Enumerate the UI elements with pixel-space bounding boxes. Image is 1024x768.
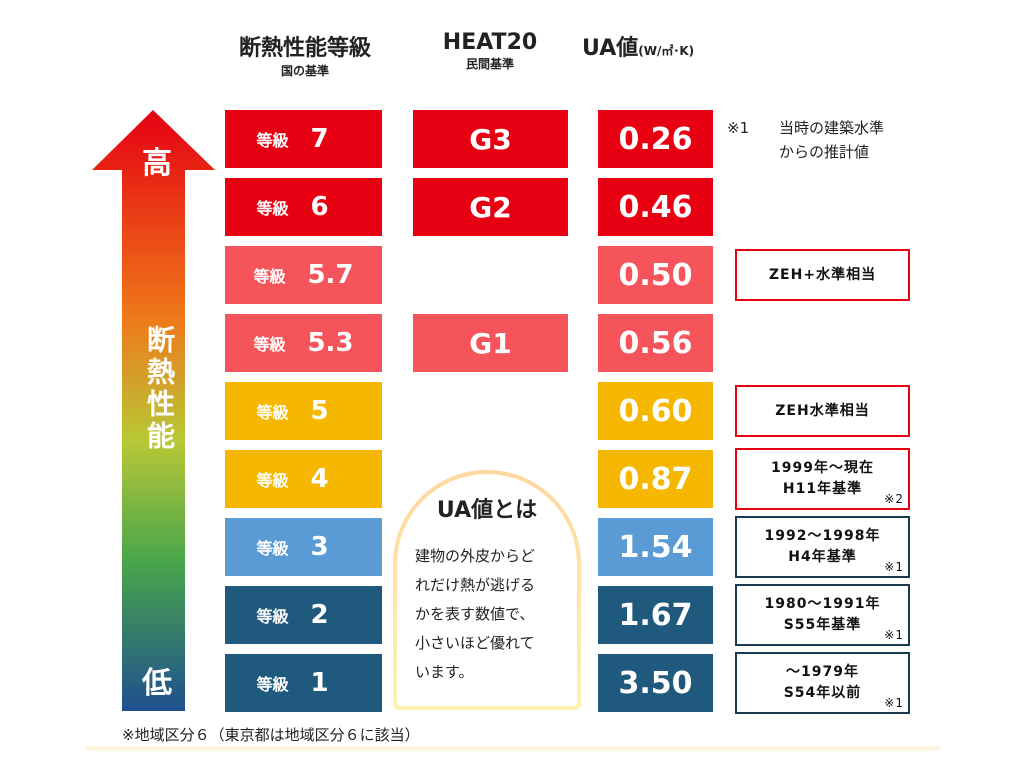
grade-label: 等級 xyxy=(256,471,289,490)
side-line: H11年基準 xyxy=(782,481,863,497)
grade-label: 等級 xyxy=(256,607,289,626)
header-sub: 国の基準 xyxy=(280,64,329,78)
grade-number: 5 xyxy=(310,396,329,426)
side-line: ZEH水準相当 xyxy=(775,402,870,419)
side-box: ZEH水準相当 xyxy=(735,385,910,437)
grade-number: 7 xyxy=(310,124,329,154)
ua-box: 3.50 xyxy=(598,654,713,712)
ua-box: 0.60 xyxy=(598,382,713,440)
note-line: 当時の建築水準 xyxy=(779,119,885,137)
ua-box: 0.46 xyxy=(598,178,713,236)
grade-box: 等級 3 xyxy=(225,518,382,576)
grade-box: 等級 5.7 xyxy=(225,246,382,304)
grade-box: 等級 2 xyxy=(225,586,382,644)
side-line: S54年以前 xyxy=(783,685,862,701)
header-title: UA値 xyxy=(582,36,639,61)
grade-box: 等級 5.3 xyxy=(225,314,382,372)
grade-box: 等級 4 xyxy=(225,450,382,508)
side-line: 1992～1998年 xyxy=(764,528,881,544)
explainer-line: 建物の外皮からど xyxy=(415,547,536,565)
grade-box: 等級 1 xyxy=(225,654,382,712)
side-line: S55年基準 xyxy=(783,617,862,633)
header-sub: 民間基準 xyxy=(465,57,514,71)
ua-box: 1.67 xyxy=(598,586,713,644)
note: ※1 当時の建築水準 からの推計値 xyxy=(727,116,884,164)
footer-band xyxy=(85,746,940,751)
explainer-line: 小さいほど優れて xyxy=(415,634,535,652)
side-line: 1999年～現在 xyxy=(771,460,874,476)
grade-label: 等級 xyxy=(256,675,289,694)
side-box: 1980～1991年 S55年基準 ※1 xyxy=(735,584,910,646)
ua-box: 0.56 xyxy=(598,314,713,372)
arrow xyxy=(92,110,215,711)
explainer-line: います。 xyxy=(415,663,474,681)
arrow-label: 断熱性能 xyxy=(143,325,176,453)
grade-label: 等級 xyxy=(256,403,289,422)
explainer-line: れだけ熱が逃げる xyxy=(415,576,536,594)
arrow-high: 高 xyxy=(142,146,172,181)
side-mark: ※1 xyxy=(884,560,904,574)
arrow-shape xyxy=(92,110,215,711)
ua-box: 0.87 xyxy=(598,450,713,508)
grade-number: 2 xyxy=(310,600,329,630)
explainer-line: かを表す数値で、 xyxy=(415,605,535,623)
explainer-inner: UA値とは 建物の外皮からど れだけ熱が逃げる かを表す数値で、 小さいほど優れて いま… xyxy=(397,474,577,706)
note-mark: ※1 xyxy=(727,119,750,137)
grade-label: 等級 xyxy=(253,335,286,354)
grade-number: 6 xyxy=(310,192,329,222)
header: UA値(W/㎡･K) xyxy=(582,30,752,62)
explainer: UA値とは 建物の外皮からど れだけ熱が逃げる かを表す数値で、 小さいほど優れて いま… xyxy=(393,470,581,710)
side-mark: ※1 xyxy=(884,696,904,710)
side-line: ～1979年 xyxy=(786,664,859,680)
grade-number: 1 xyxy=(310,668,329,698)
grade-number: 3 xyxy=(310,532,329,562)
grade-box: 等級 6 xyxy=(225,178,382,236)
grade-label: 等級 xyxy=(256,131,289,150)
header: 断熱性能等級 国の基準 xyxy=(205,30,405,79)
side-line: H4年基準 xyxy=(788,549,857,565)
grade-label: 等級 xyxy=(253,267,286,286)
side-line: ZEH+水準相当 xyxy=(768,266,877,283)
header: HEAT20 民間基準 xyxy=(400,30,580,72)
grade-box: 等級 7 xyxy=(225,110,382,168)
grade-number: 5.3 xyxy=(307,328,354,358)
header-title: HEAT20 xyxy=(442,30,538,55)
arrow-low: 低 xyxy=(142,666,172,701)
ua-box: 0.26 xyxy=(598,110,713,168)
header-unit: (W/㎡･K) xyxy=(638,44,695,58)
grade-label: 等級 xyxy=(256,539,289,558)
side-mark: ※1 xyxy=(884,628,904,642)
side-box: ～1979年 S54年以前 ※1 xyxy=(735,652,910,714)
side-box: ZEH+水準相当 xyxy=(735,249,910,301)
footnote: ※地域区分６（東京都は地域区分６に該当） xyxy=(122,726,420,744)
ua-box: 0.50 xyxy=(598,246,713,304)
grade-number: 4 xyxy=(310,464,329,494)
heat20-box: G2 xyxy=(413,178,568,236)
side-box: 1999年～現在 H11年基準 ※2 xyxy=(735,448,910,510)
side-line: 1980～1991年 xyxy=(764,596,881,612)
header-title: 断熱性能等級 xyxy=(238,36,371,61)
note-line: からの推計値 xyxy=(779,143,870,161)
ua-box: 1.54 xyxy=(598,518,713,576)
grade-box: 等級 5 xyxy=(225,382,382,440)
side-mark: ※2 xyxy=(884,492,904,506)
grade-number: 5.7 xyxy=(307,260,354,290)
side-box: 1992～1998年 H4年基準 ※1 xyxy=(735,516,910,578)
heat20-box: G1 xyxy=(413,314,568,372)
explainer-title: UA値とは xyxy=(436,498,538,523)
heat20-box: G3 xyxy=(413,110,568,168)
grade-label: 等級 xyxy=(256,199,289,218)
